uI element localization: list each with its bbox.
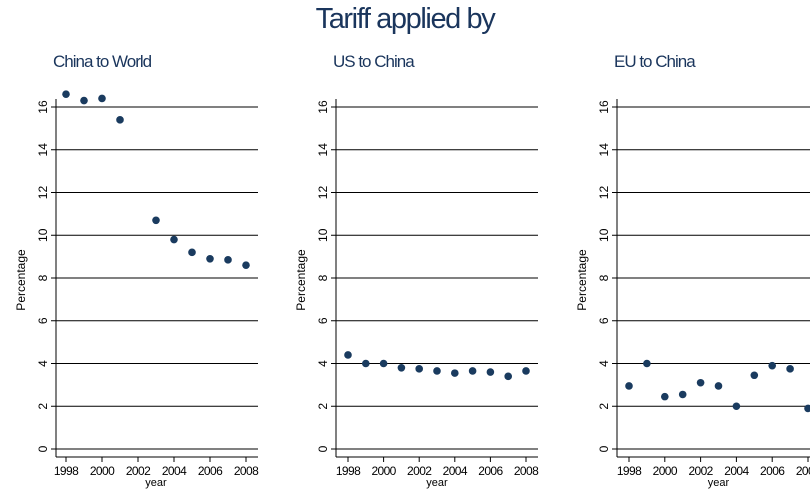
x-tick-label: 2004 xyxy=(724,464,749,478)
data-point xyxy=(242,261,250,269)
y-tick-label: 8 xyxy=(36,274,50,281)
x-tick-label: 1998 xyxy=(336,464,361,478)
x-tick-label: 2006 xyxy=(478,464,503,478)
x-tick-label: 2006 xyxy=(198,464,223,478)
y-tick-label: 12 xyxy=(597,186,611,200)
y-tick-label: 2 xyxy=(597,403,611,410)
y-tick-label: 10 xyxy=(597,228,611,242)
data-point xyxy=(696,378,705,387)
y-tick-label: 0 xyxy=(36,445,50,452)
data-point xyxy=(486,368,495,376)
y-tick-label: 16 xyxy=(597,100,611,114)
data-point xyxy=(397,363,406,372)
panel-2: US to China 0 2 4 6 8 10 12 14 16 Percentage 1998 20… xyxy=(294,52,540,489)
x-tick-label: 2002 xyxy=(126,464,151,478)
x-tick-label: 2004 xyxy=(443,464,468,478)
x-tick-label: 2000 xyxy=(90,464,115,478)
data-point xyxy=(678,390,687,399)
y-axis-label: Percentage xyxy=(294,249,308,311)
y-tick-label: 14 xyxy=(597,143,611,157)
x-tick-label: 2008 xyxy=(234,464,259,478)
panel-title: US to China xyxy=(333,52,415,71)
x-tick-label: 1998 xyxy=(54,464,79,478)
y-tick-label: 6 xyxy=(597,317,611,324)
panel-3: EU to China 0 2 4 6 8 10 12 14 16 Percentage 1998 20… xyxy=(575,52,810,489)
y-tick-label: 6 xyxy=(36,317,50,324)
panel-title: China to World xyxy=(53,52,152,71)
y-tick-label: 0 xyxy=(597,445,611,452)
y-tick-label: 16 xyxy=(316,100,330,114)
y-axis-label: Percentage xyxy=(575,249,589,311)
data-point xyxy=(170,235,178,244)
x-tick-label: 2000 xyxy=(653,464,678,478)
data-point xyxy=(750,371,759,380)
data-point xyxy=(344,351,352,359)
x-axis-label: year xyxy=(145,477,167,489)
y-tick-label: 12 xyxy=(316,186,330,200)
x-tick-label: 2002 xyxy=(407,464,432,478)
x-tick-label: 2004 xyxy=(162,464,187,478)
data-point xyxy=(188,248,196,257)
data-point xyxy=(379,359,388,368)
y-tick-label: 10 xyxy=(36,228,50,242)
data-point xyxy=(62,90,70,98)
data-point xyxy=(362,359,370,368)
panel-1: China to World 0 2 4 6 8 10 12 14 16 Percentage 199… xyxy=(14,52,260,489)
y-tick-label: 14 xyxy=(36,143,50,157)
y-tick-label: 6 xyxy=(316,317,330,324)
data-point xyxy=(643,359,651,368)
x-axis-label: year xyxy=(708,477,730,489)
data-point xyxy=(116,116,124,124)
data-point xyxy=(625,382,633,390)
data-point xyxy=(522,367,530,375)
data-point xyxy=(152,216,160,225)
data-point xyxy=(468,367,477,375)
data-point xyxy=(415,365,424,373)
panel-title: EU to China xyxy=(614,52,696,71)
data-point xyxy=(433,367,441,375)
y-axis-label: Percentage xyxy=(14,249,28,311)
y-tick-label: 10 xyxy=(316,228,330,242)
y-tick-label: 14 xyxy=(316,143,330,157)
y-tick-label: 0 xyxy=(316,445,330,452)
data-point xyxy=(80,96,88,105)
y-tick-label: 8 xyxy=(597,274,611,281)
x-tick-label: 1998 xyxy=(617,464,642,478)
x-axis-label: year xyxy=(426,477,448,489)
y-tick-label: 16 xyxy=(36,100,50,114)
y-tick-label: 8 xyxy=(316,274,330,281)
y-tick-label: 2 xyxy=(316,403,330,410)
x-tick-label: 2008 xyxy=(796,464,810,478)
y-tick-label: 4 xyxy=(597,360,611,367)
data-point xyxy=(504,372,512,381)
data-point xyxy=(661,392,669,401)
data-point xyxy=(98,94,106,103)
data-point xyxy=(714,382,723,390)
data-point xyxy=(768,361,776,370)
data-point xyxy=(732,402,741,411)
data-point xyxy=(206,254,214,263)
data-point xyxy=(451,369,459,377)
x-tick-label: 2002 xyxy=(688,464,713,478)
y-tick-label: 4 xyxy=(316,360,330,367)
x-tick-label: 2006 xyxy=(760,464,785,478)
data-point xyxy=(786,365,794,373)
y-tick-label: 2 xyxy=(36,403,50,410)
y-tick-label: 4 xyxy=(36,360,50,367)
x-tick-label: 2000 xyxy=(371,464,396,478)
data-point xyxy=(224,256,232,264)
main-title: Tariff applied by xyxy=(315,3,496,35)
y-tick-label: 12 xyxy=(36,186,50,200)
x-tick-label: 2008 xyxy=(514,464,539,478)
data-point xyxy=(804,404,810,413)
